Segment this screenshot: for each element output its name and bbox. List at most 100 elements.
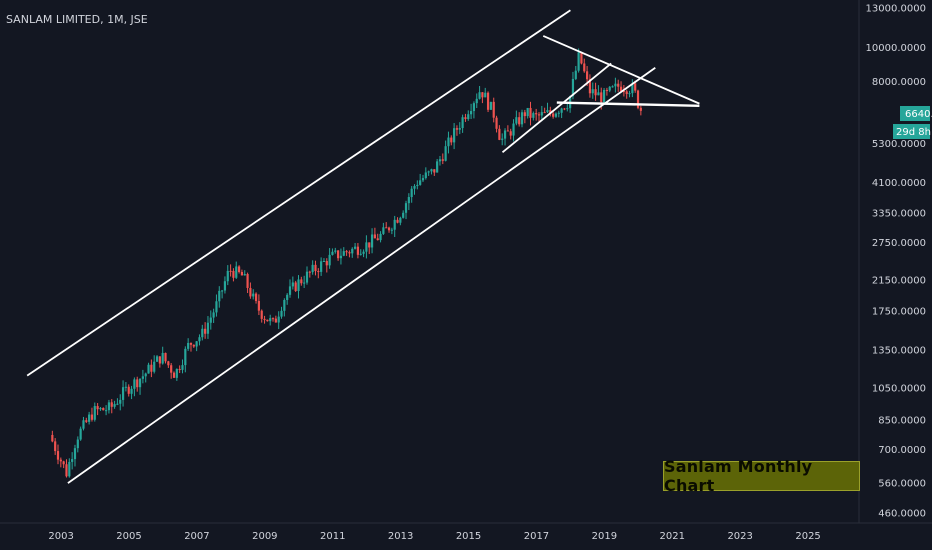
candle [455, 128, 459, 130]
y-tick-label: 5300.0000 [872, 139, 926, 150]
candle [158, 356, 161, 364]
candle [438, 159, 442, 162]
candle [413, 186, 416, 189]
candle [325, 260, 328, 266]
candle [498, 128, 501, 140]
candle [113, 404, 116, 407]
candle [501, 138, 504, 140]
y-tick-label: 3350.0000 [872, 208, 926, 219]
candle [110, 402, 113, 407]
candle [232, 270, 235, 278]
candle [543, 112, 546, 114]
candle [85, 420, 88, 422]
candle [594, 89, 597, 96]
candle [600, 92, 603, 103]
candle [116, 403, 119, 405]
candle [557, 112, 560, 114]
candle [602, 89, 606, 103]
trendlines-layer[interactable] [26, 9, 700, 484]
candle [427, 171, 430, 173]
candle [478, 92, 481, 99]
candle [566, 108, 569, 110]
candle [254, 293, 258, 301]
candle [532, 113, 535, 118]
candle [119, 399, 122, 404]
x-tick-label: 2007 [184, 531, 209, 542]
candle [223, 281, 227, 291]
candle [461, 117, 464, 129]
candle [339, 255, 343, 259]
time-axis[interactable]: 2003 2005 2007 2009 2011 2013 2015 2017 2019 2021… [48, 531, 820, 542]
candles-layer [51, 48, 642, 478]
trendline [556, 101, 700, 108]
candle [486, 92, 490, 110]
candle [421, 178, 425, 181]
y-tick-label: 850.0000 [878, 416, 926, 427]
candle [252, 293, 255, 297]
candle [489, 101, 492, 110]
candle [274, 318, 277, 323]
candle [362, 251, 365, 254]
candle [164, 352, 167, 362]
candle [639, 107, 642, 111]
candle [402, 212, 405, 218]
candle [76, 439, 79, 449]
candle [515, 117, 518, 124]
candle [286, 294, 289, 300]
price-axis[interactable]: 13000.0000 10000.0000 8000.0000 5300.0000 41… [866, 3, 926, 519]
y-tick-label: 2150.0000 [872, 275, 926, 286]
candle [102, 408, 105, 411]
candle [62, 461, 65, 465]
y-tick-label: 1750.0000 [872, 306, 926, 317]
candle [475, 98, 478, 104]
candle [138, 378, 142, 388]
candle [617, 83, 620, 87]
candle [311, 264, 314, 273]
y-tick-label: 1050.0000 [872, 384, 926, 395]
candle [509, 131, 512, 136]
candle [526, 107, 529, 117]
candle [469, 111, 473, 115]
candle [563, 108, 566, 110]
candle [297, 279, 300, 292]
candle [320, 261, 323, 272]
candle [356, 246, 360, 255]
candle [373, 234, 376, 239]
y-tick-label: 1350.0000 [872, 346, 926, 357]
candle [54, 441, 57, 452]
candle [331, 251, 334, 255]
candle [328, 254, 331, 266]
candle [124, 386, 128, 388]
candle [263, 318, 266, 320]
candle [192, 344, 195, 347]
candle [71, 459, 74, 462]
candle [622, 91, 625, 93]
candle [495, 117, 498, 129]
candle [334, 250, 337, 252]
chart-title: SANLAM LIMITED, 1M, JSE [6, 13, 148, 26]
candle [237, 266, 241, 273]
trendline [26, 9, 571, 377]
candle [317, 271, 320, 273]
candle [277, 316, 280, 323]
candle [549, 110, 552, 114]
x-tick-label: 2017 [524, 531, 549, 542]
candle [636, 90, 640, 108]
candle [130, 388, 133, 394]
candle [540, 112, 543, 116]
candle [591, 89, 594, 94]
candle [189, 342, 193, 345]
y-tick-label: 700.0000 [878, 445, 926, 456]
candle [453, 128, 456, 143]
candle [506, 130, 509, 132]
y-tick-label: 460.0000 [878, 508, 926, 519]
candle [218, 290, 221, 302]
y-tick-label: 8000.0000 [872, 77, 926, 88]
candle [605, 89, 609, 91]
candle [195, 341, 198, 347]
last-price-tag: 6640.0000 29d 8h [893, 106, 932, 139]
x-tick-label: 2011 [320, 531, 345, 542]
candle [73, 448, 77, 460]
candle [240, 272, 244, 276]
